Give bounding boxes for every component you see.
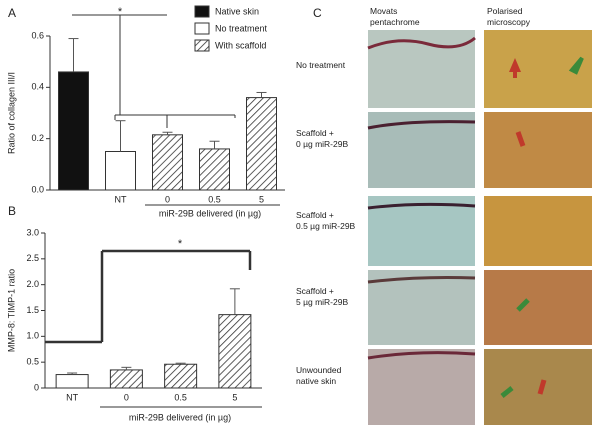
bar — [109, 369, 143, 389]
legend-swatch — [194, 22, 210, 35]
x-axis-label: miR-29B delivered (in µg) — [159, 208, 261, 218]
x-tick-label: NT — [115, 194, 127, 204]
y-axis-label: Ratio of collagen III/I — [6, 72, 16, 154]
significance-mark: * — [178, 238, 183, 250]
y-tick-label: 0.2 — [31, 133, 44, 143]
x-axis-label: miR-29B delivered (in µg) — [129, 412, 231, 422]
y-tick-label: 1.0 — [26, 331, 39, 341]
x-tick-label: 0 — [124, 392, 129, 402]
panel-label: C — [313, 6, 322, 20]
x-tick-label: 0.5 — [174, 392, 187, 402]
bar — [218, 314, 252, 389]
bar — [199, 148, 230, 191]
y-tick-label: 0.4 — [31, 82, 44, 92]
bar — [58, 71, 89, 191]
bar — [105, 151, 136, 191]
y-tick-label: 2.5 — [26, 253, 39, 263]
y-tick-label: 3.0 — [26, 227, 39, 237]
row-label: Scaffold + 0 µg miR-29B — [296, 128, 349, 149]
row-label: Unwounded native skin — [296, 365, 342, 386]
legend-label: Native skin — [215, 6, 259, 16]
column-header: Movats pentachrome — [370, 6, 420, 27]
row-label: No treatment — [296, 60, 346, 70]
x-tick-label: NT — [66, 392, 78, 402]
x-tick-label: 0.5 — [208, 194, 221, 204]
x-tick-label: 5 — [259, 194, 264, 204]
y-tick-label: 0 — [34, 382, 39, 392]
bar — [152, 134, 183, 191]
legend-swatch — [194, 39, 210, 52]
column-header: Polarised microscopy — [487, 6, 530, 27]
x-tick-label: 0 — [165, 194, 170, 204]
legend-label: No treatment — [215, 23, 268, 33]
panel-label: A — [8, 6, 16, 20]
y-tick-label: 0.0 — [31, 184, 44, 194]
y-tick-label: 0.5 — [26, 357, 39, 367]
y-tick-label: 1.5 — [26, 305, 39, 315]
legend-label: With scaffold — [215, 40, 266, 50]
y-axis-label: MMP-8: TIMP-1 ratio — [6, 269, 16, 352]
row-label: Scaffold + 5 µg miR-29B — [296, 286, 349, 307]
panel-c-images — [367, 30, 592, 425]
bar — [246, 97, 277, 191]
legend-swatch — [194, 5, 210, 18]
row-label: Scaffold + 0.5 µg miR-29B — [296, 210, 356, 231]
bar — [164, 363, 198, 389]
significance-mark: * — [118, 6, 123, 18]
bar — [55, 374, 89, 389]
panel-label: B — [8, 204, 16, 218]
y-tick-label: 0.6 — [31, 30, 44, 40]
x-tick-label: 5 — [232, 392, 237, 402]
y-tick-label: 2.0 — [26, 279, 39, 289]
